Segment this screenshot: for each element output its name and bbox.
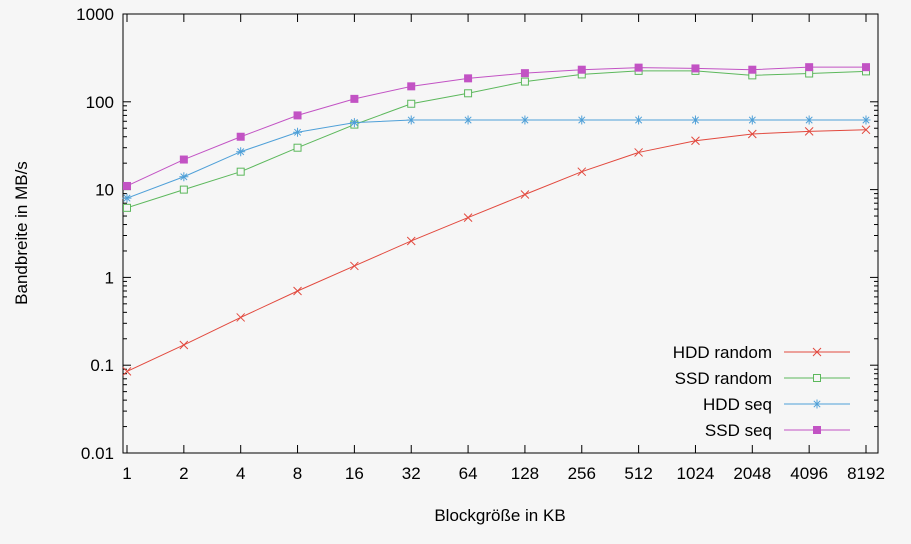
- filled-square-marker-icon: [577, 65, 586, 74]
- filled-square-marker-icon: [520, 69, 529, 78]
- asterisk-marker-icon: [861, 115, 871, 125]
- plot-border: [122, 13, 879, 454]
- y-tick-label: 1: [105, 268, 114, 287]
- asterisk-marker-icon: [349, 118, 359, 128]
- x-marker-icon: [634, 148, 643, 157]
- asterisk-marker-icon: [804, 115, 814, 125]
- series-line: [126, 70, 867, 209]
- x-tick-label: 4096: [790, 464, 828, 483]
- x-marker-icon: [577, 167, 587, 177]
- x-tick-label: 8: [293, 464, 302, 483]
- series-line: [126, 129, 867, 372]
- series-hdd-random: [122, 125, 871, 376]
- x-tick-label: 4: [236, 464, 245, 483]
- asterisk-marker-icon: [463, 115, 473, 125]
- filled-square-marker-icon: [293, 111, 302, 120]
- legend-label: SSD random: [675, 369, 772, 388]
- x-tick-label: 64: [459, 464, 478, 483]
- asterisk-marker-icon: [690, 115, 700, 125]
- x-tick-label: 8192: [847, 464, 885, 483]
- x-tick-label: 512: [624, 464, 652, 483]
- series-line: [126, 119, 866, 199]
- x-marker-icon: [293, 286, 302, 296]
- y-tick-label: 10: [95, 181, 114, 200]
- open-square-marker-icon: [236, 167, 245, 176]
- open-square-marker-icon: [520, 77, 529, 86]
- x-axis-ticks: 1 2 4 8 16 32 64 128 256 512 1024 2048 4096 8192: [122, 14, 885, 483]
- legend: HDD random SSD random HDD seq SSD seq: [673, 343, 850, 440]
- asterisk-marker-icon: [577, 115, 587, 125]
- y-tick-label: 1000: [76, 5, 114, 24]
- series-hdd-seq: [122, 115, 871, 203]
- filled-square-marker-icon: [862, 63, 870, 72]
- asterisk-marker-icon: [634, 115, 644, 125]
- filled-square-marker-icon: [236, 132, 245, 141]
- x-tick-label: 128: [511, 464, 539, 483]
- series-line: [126, 66, 866, 187]
- asterisk-marker-icon: [520, 115, 530, 125]
- legend-entry-ssd-random: SSD random: [675, 369, 850, 388]
- x-marker-icon: [406, 236, 416, 246]
- y-tick-label: 0.1: [90, 356, 114, 375]
- x-marker-icon: [804, 127, 814, 136]
- filled-square-marker-icon: [179, 155, 188, 164]
- x-marker-icon: [122, 367, 132, 376]
- filled-square-marker-icon: [805, 63, 814, 72]
- open-square-marker-icon: [179, 185, 188, 194]
- x-marker-icon: [520, 190, 530, 199]
- x-tick-label: 32: [402, 464, 421, 483]
- legend-label: SSD seq: [705, 421, 772, 440]
- x-tick-label: 2048: [733, 464, 771, 483]
- x-tick-label: 1: [122, 464, 131, 483]
- open-square-marker-icon: [464, 89, 473, 98]
- open-square-marker-icon: [813, 374, 821, 382]
- filled-square-marker-icon: [123, 181, 131, 190]
- legend-label: HDD random: [673, 343, 772, 362]
- open-square-marker-icon: [293, 143, 302, 152]
- x-marker-icon: [747, 129, 757, 139]
- filled-square-marker-icon: [464, 74, 473, 83]
- filled-square-marker-icon: [407, 82, 416, 91]
- filled-square-marker-icon: [813, 426, 821, 434]
- filled-square-marker-icon: [634, 63, 643, 72]
- asterisk-marker-icon: [406, 115, 416, 125]
- asterisk-marker-icon: [179, 172, 189, 182]
- y-tick-label: 0.01: [81, 444, 114, 463]
- legend-entry-ssd-seq: SSD seq: [705, 421, 850, 440]
- asterisk-marker-icon: [747, 115, 757, 125]
- x-marker-icon: [691, 136, 700, 146]
- asterisk-marker-icon: [122, 193, 132, 203]
- x-marker-icon: [350, 261, 359, 271]
- legend-entry-hdd-seq: HDD seq: [703, 395, 850, 414]
- x-marker-icon: [236, 313, 246, 322]
- series-ssd-random: [123, 66, 870, 212]
- x-axis-label: Blockgröße in KB: [434, 506, 566, 525]
- asterisk-marker-icon: [812, 399, 822, 409]
- y-axis-ticks: 0.01 0.1 1 10 100 1000: [76, 5, 878, 463]
- y-axis-label: Bandbreite in MB/s: [12, 161, 31, 305]
- legend-label: HDD seq: [703, 395, 772, 414]
- asterisk-marker-icon: [236, 147, 246, 157]
- y-tick-label: 100: [86, 93, 114, 112]
- x-marker-icon: [463, 213, 473, 222]
- x-tick-label: 2: [179, 464, 188, 483]
- asterisk-marker-icon: [293, 127, 303, 137]
- x-marker-icon: [179, 340, 189, 350]
- x-tick-label: 1024: [677, 464, 715, 483]
- x-marker-icon: [861, 125, 871, 135]
- filled-square-marker-icon: [748, 65, 757, 74]
- x-marker-icon: [812, 347, 822, 357]
- x-tick-label: 16: [345, 464, 364, 483]
- open-square-marker-icon: [407, 99, 416, 108]
- open-square-marker-icon: [123, 203, 131, 212]
- filled-square-marker-icon: [350, 94, 359, 103]
- x-tick-label: 256: [568, 464, 596, 483]
- legend-entry-hdd-random: HDD random: [673, 343, 850, 362]
- filled-square-marker-icon: [691, 64, 700, 73]
- series-ssd-seq: [123, 63, 870, 190]
